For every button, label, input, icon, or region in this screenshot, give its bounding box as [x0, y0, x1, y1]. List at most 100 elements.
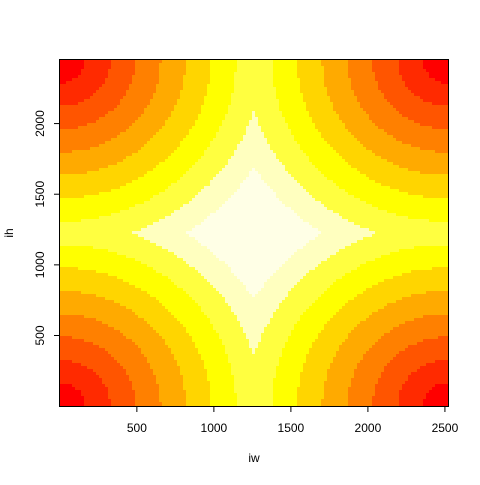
- heatmap-cell: [114, 123, 118, 127]
- heatmap-cell: [90, 255, 94, 259]
- heatmap-cell: [186, 123, 190, 127]
- heatmap-cell: [126, 276, 130, 280]
- heatmap-cell: [135, 99, 139, 103]
- heatmap-cell: [108, 279, 112, 283]
- heatmap-cell: [147, 354, 151, 358]
- heatmap-cell: [102, 189, 106, 193]
- heatmap-cell: [153, 237, 157, 241]
- heatmap-cell: [105, 132, 109, 136]
- heatmap-cell: [168, 279, 172, 283]
- heatmap-cell: [156, 174, 160, 178]
- heatmap-cell: [183, 318, 187, 322]
- heatmap-cell: [144, 306, 148, 310]
- heatmap-cell: [75, 111, 79, 115]
- heatmap-cell: [63, 387, 67, 391]
- heatmap-cell: [174, 78, 178, 82]
- heatmap-cell: [99, 393, 103, 397]
- heatmap-cell: [159, 96, 163, 100]
- heatmap-cell: [171, 66, 175, 70]
- heatmap-cell: [156, 312, 160, 316]
- heatmap-cell: [63, 123, 67, 127]
- heatmap-cell: [75, 324, 79, 328]
- heatmap-cell: [60, 312, 64, 316]
- heatmap-cell: [132, 264, 136, 268]
- heatmap-cell: [177, 162, 181, 166]
- heatmap-cell: [171, 336, 175, 340]
- heatmap-cell: [144, 258, 148, 262]
- heatmap-cell: [81, 234, 85, 238]
- heatmap-cell: [108, 159, 112, 163]
- heatmap-cell: [96, 375, 100, 379]
- heatmap-cell: [75, 210, 79, 214]
- heatmap-cell: [66, 234, 70, 238]
- heatmap-cell: [186, 105, 190, 109]
- heatmap-cell: [102, 333, 106, 337]
- heatmap-cell: [162, 345, 166, 349]
- heatmap-cell: [63, 276, 67, 280]
- heatmap-cell: [111, 222, 115, 226]
- heatmap-cell: [186, 159, 190, 163]
- heatmap-cell: [96, 339, 100, 343]
- heatmap-cell: [183, 393, 187, 397]
- heatmap-cell: [87, 237, 91, 241]
- heatmap-cell: [138, 336, 142, 340]
- heatmap-cell: [114, 354, 118, 358]
- heatmap-cell: [183, 345, 187, 349]
- heatmap-cell: [138, 63, 142, 67]
- heatmap-cell: [81, 162, 85, 166]
- heatmap-cell: [159, 285, 163, 289]
- heatmap-cell: [168, 330, 172, 334]
- heatmap-cell: [153, 270, 157, 274]
- heatmap-cell: [66, 189, 70, 193]
- heatmap-cell: [183, 228, 187, 232]
- heatmap-cell: [186, 231, 190, 235]
- heatmap-cell: [138, 279, 142, 283]
- heatmap-cell: [174, 195, 178, 199]
- heatmap-cell: [171, 291, 175, 295]
- heatmap-cell: [147, 375, 151, 379]
- heatmap-cell: [138, 315, 142, 319]
- heatmap-cell: [150, 111, 154, 115]
- heatmap-cell: [174, 381, 178, 385]
- heatmap-cell: [63, 405, 67, 407]
- heatmap-cell: [111, 123, 115, 127]
- heatmap-cell: [132, 189, 136, 193]
- heatmap-cell: [180, 225, 184, 229]
- heatmap-cell: [135, 351, 139, 355]
- heatmap-cell: [138, 189, 142, 193]
- heatmap-cell: [156, 78, 160, 82]
- heatmap-cell: [60, 84, 64, 88]
- heatmap-cell: [168, 165, 172, 169]
- heatmap-cell: [87, 255, 91, 259]
- heatmap-cell: [162, 396, 166, 400]
- heatmap-cell: [138, 165, 142, 169]
- heatmap-cell: [69, 147, 73, 151]
- heatmap-cell: [108, 186, 112, 190]
- heatmap-cell: [123, 135, 127, 139]
- heatmap-cell: [99, 207, 103, 211]
- heatmap-cell: [168, 249, 172, 253]
- heatmap-cell: [108, 138, 112, 142]
- heatmap-cell: [177, 300, 181, 304]
- heatmap-cell: [165, 111, 169, 115]
- heatmap-cell: [159, 324, 163, 328]
- heatmap-cell: [72, 162, 76, 166]
- heatmap-cell: [177, 246, 181, 250]
- heatmap-cell: [63, 201, 67, 205]
- heatmap-cell: [81, 87, 85, 91]
- heatmap-cell: [174, 288, 178, 292]
- heatmap-cell: [138, 195, 142, 199]
- heatmap-cell: [144, 246, 148, 250]
- heatmap-cell: [180, 390, 184, 394]
- heatmap-cell: [186, 279, 190, 283]
- heatmap-cell: [150, 378, 154, 382]
- heatmap-cell: [96, 132, 100, 136]
- heatmap-cell: [156, 165, 160, 169]
- heatmap-cell: [105, 234, 109, 238]
- heatmap-cell: [75, 213, 79, 217]
- heatmap-cell: [138, 246, 142, 250]
- heatmap-cell: [141, 300, 145, 304]
- heatmap-cell: [150, 354, 154, 358]
- heatmap-cell: [180, 234, 184, 238]
- heatmap-cell: [75, 306, 79, 310]
